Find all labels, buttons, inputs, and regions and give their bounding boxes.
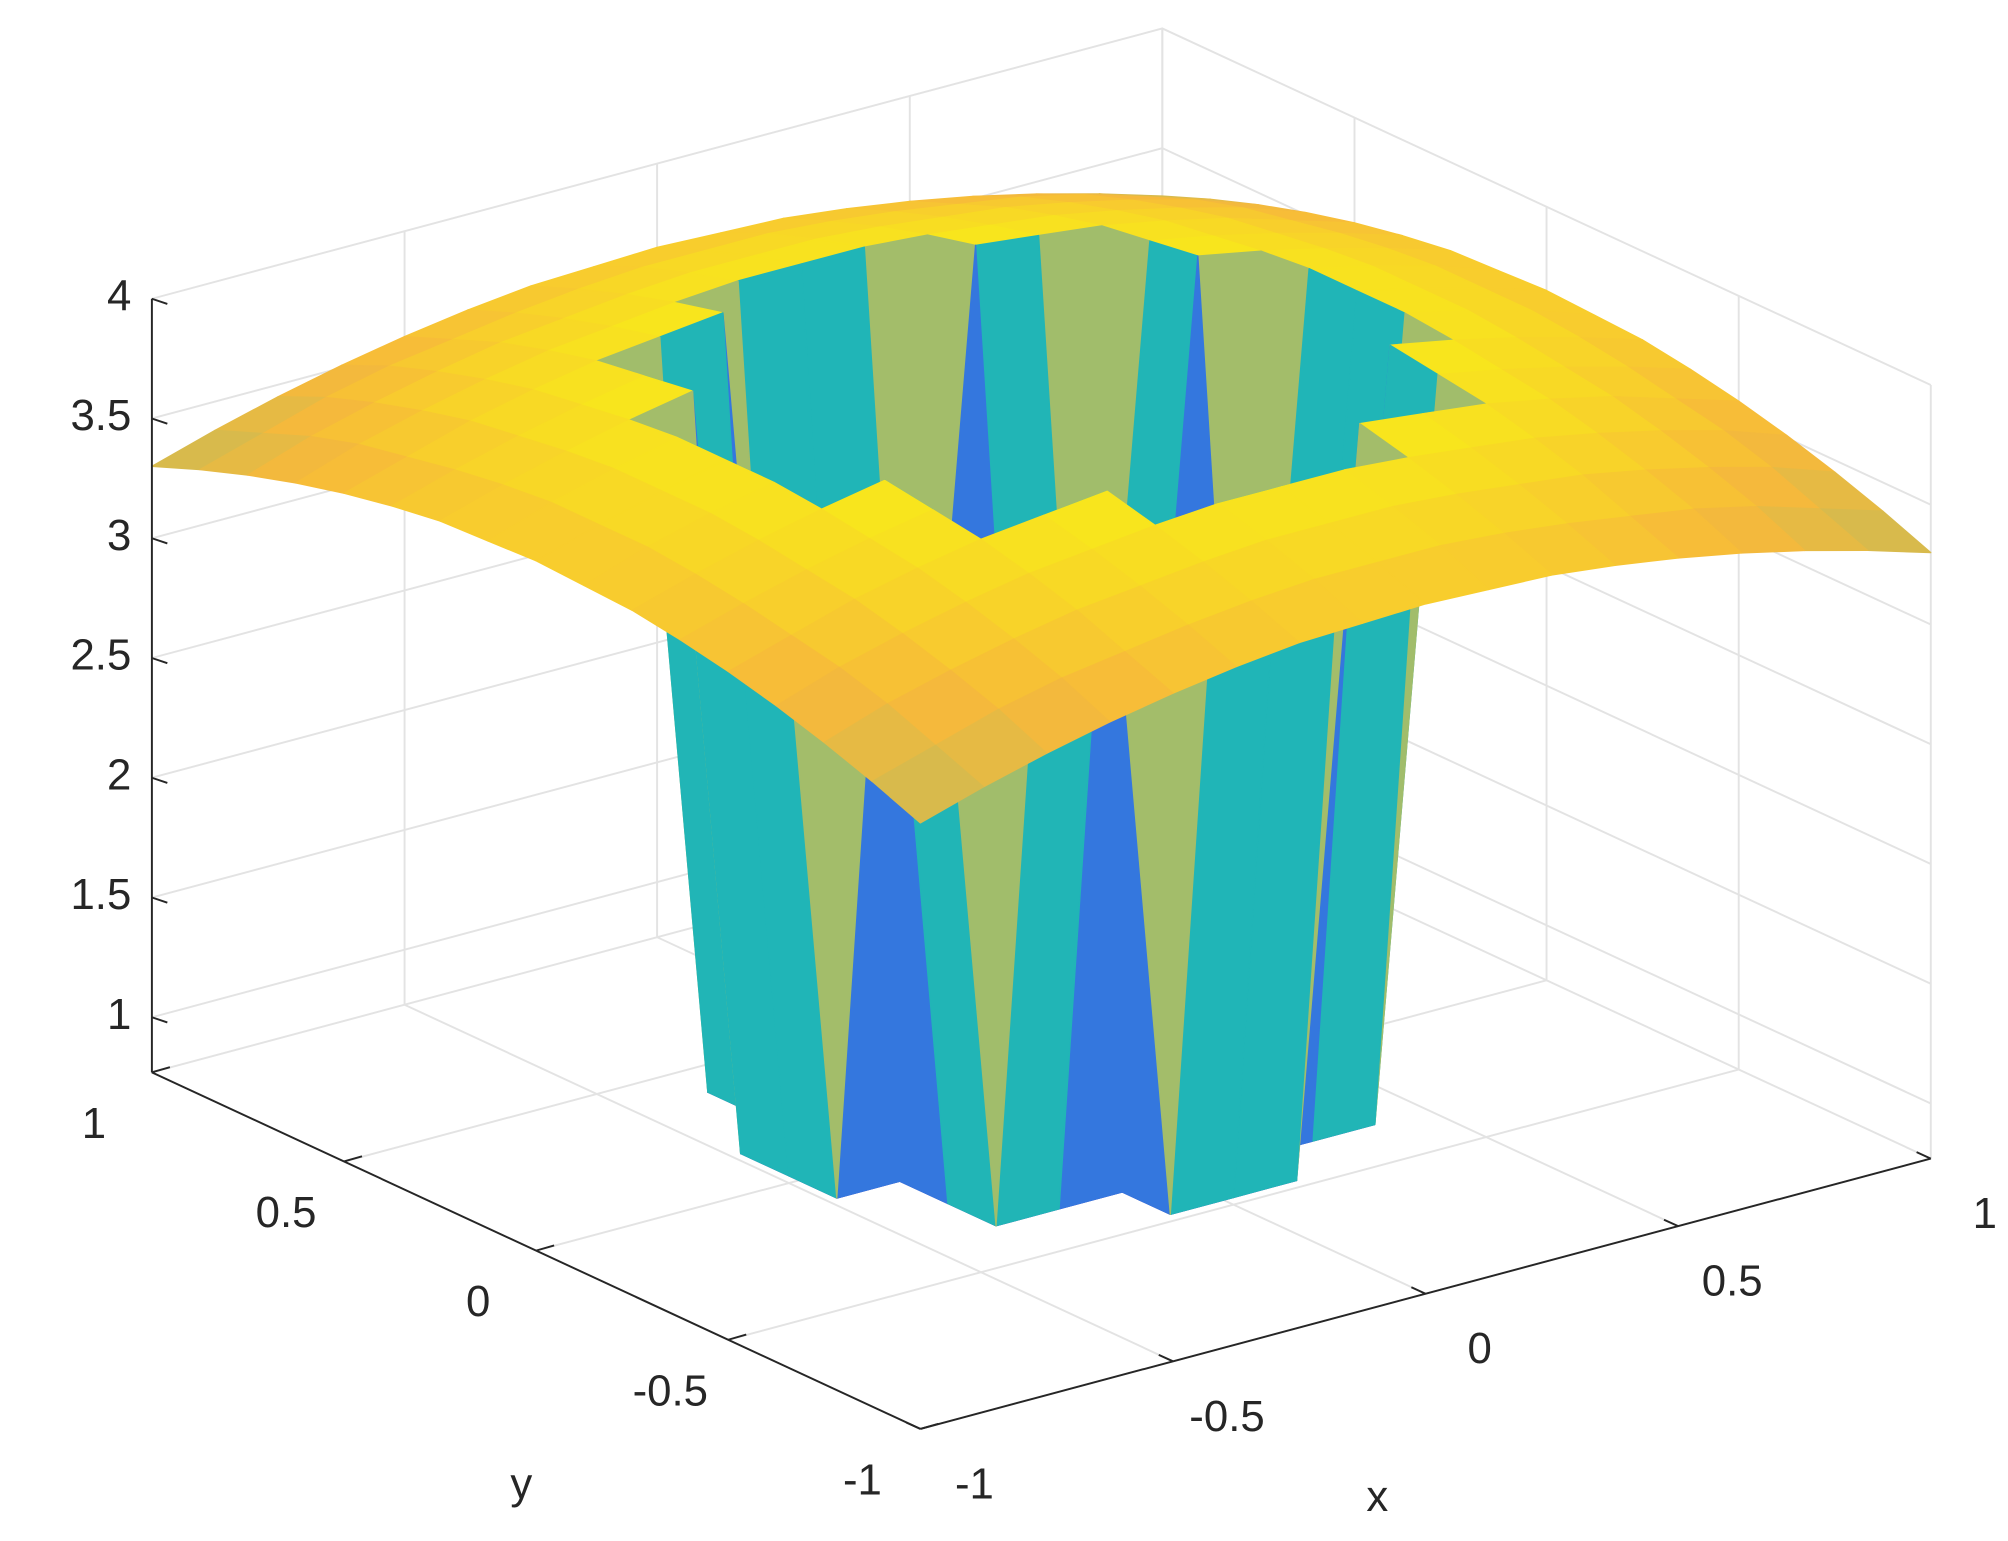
surface-layer [151, 193, 1932, 1227]
z-tick-label: 1 [107, 990, 131, 1039]
x-tick-mark [1158, 1354, 1174, 1363]
z-tick-mark [151, 417, 168, 425]
x-tick-mark [1410, 1286, 1426, 1295]
x-tick-label: -1 [955, 1459, 994, 1508]
x-tick-mark [1663, 1218, 1679, 1228]
z-tick-label: 2 [107, 750, 131, 799]
x-tick-label: 1 [1973, 1189, 1997, 1238]
y-tick-mark [535, 1244, 555, 1252]
z-tick-label: 4 [107, 271, 131, 320]
z-tick-mark [151, 537, 168, 545]
axes-layer: -1 -0.5 0 0.5 1 -1 -0.5 0 0.5 1 1 1.5 2 2.5 3 3.5 4 [70, 271, 1997, 1508]
x-tick-label: 0.5 [1702, 1257, 1763, 1306]
z-tick-mark [151, 776, 168, 784]
z-tick-mark [151, 1016, 168, 1024]
y-axis-label: y [510, 1459, 532, 1508]
y-tick-label: 0.5 [256, 1188, 317, 1237]
y-tick-mark [727, 1333, 747, 1341]
y-tick-label: 0 [466, 1277, 490, 1326]
x-tick-label: -0.5 [1189, 1392, 1264, 1441]
x-axis-line [920, 1157, 1932, 1430]
y-tick-mark [343, 1155, 363, 1163]
y-tick-label: -1 [843, 1456, 882, 1505]
z-tick-mark [151, 657, 168, 665]
x-axis-label: x [1366, 1472, 1388, 1521]
z-tick-label: 3.5 [70, 391, 131, 440]
z-tick-label: 3 [107, 511, 131, 560]
y-tick-label: -0.5 [633, 1366, 708, 1415]
y-axis-line [151, 1071, 921, 1430]
x-tick-mark [1916, 1151, 1932, 1160]
z-tick-label: 1.5 [70, 870, 131, 919]
surface-patch [871, 744, 985, 824]
y-tick-mark [151, 1066, 171, 1074]
z-grid-line [151, 27, 1932, 386]
z-tick-label: 2.5 [70, 631, 131, 680]
x-tick-label: 0 [1467, 1324, 1491, 1373]
y-tick-label: 1 [82, 1099, 106, 1148]
z-tick-mark [151, 297, 168, 305]
z-tick-mark [151, 896, 168, 904]
